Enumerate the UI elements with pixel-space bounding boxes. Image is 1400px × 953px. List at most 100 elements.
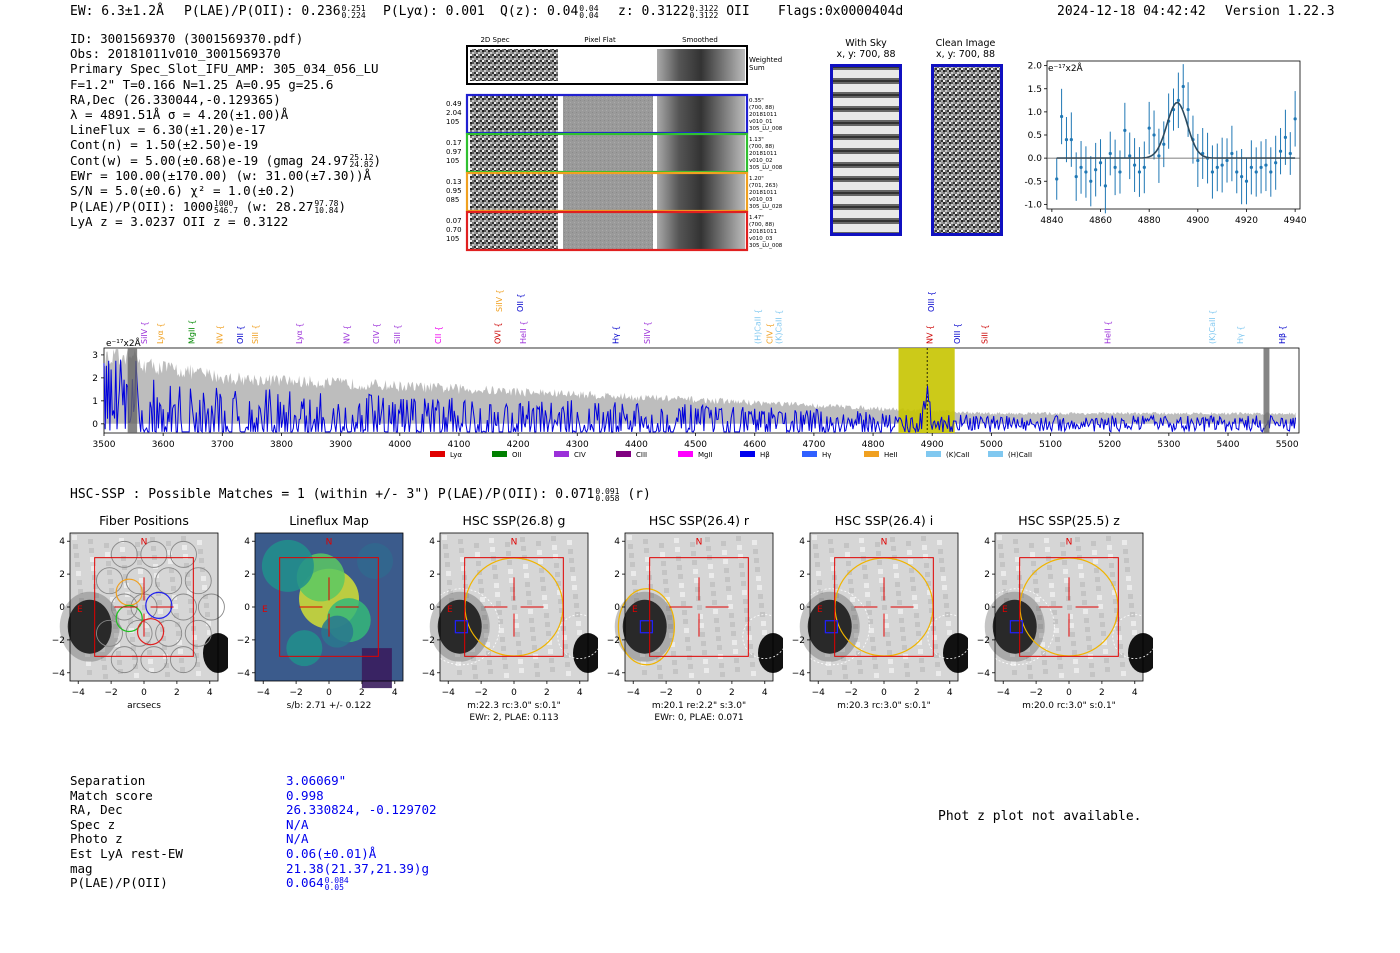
- line-marker-label: Lyα {: [295, 323, 304, 344]
- image-noise: [151, 546, 156, 551]
- image-noise: [702, 650, 707, 655]
- image-noise: [492, 565, 497, 570]
- zoom-ytick-label: 2.0: [1028, 62, 1043, 72]
- image-noise: [525, 582, 530, 587]
- image-ytick-label: −2: [977, 636, 990, 646]
- info-sn: S/N = 5.0(±0.6) χ² = 1.0(±0.2): [70, 183, 296, 199]
- image-noise: [127, 610, 132, 615]
- search-box: [464, 557, 564, 657]
- image-noise: [155, 582, 160, 587]
- image-noise: [135, 542, 140, 547]
- zoom-frame: [1046, 60, 1301, 210]
- image-noise: [904, 663, 909, 668]
- image-noise: [691, 551, 696, 556]
- image-noise: [79, 598, 84, 603]
- info-contw-lo: 24.82: [349, 160, 374, 170]
- image-noise: [1046, 556, 1051, 561]
- image-noise: [136, 551, 141, 556]
- image-noise: [192, 635, 197, 640]
- image-noise: [817, 580, 822, 585]
- header-plae-hi: 0.251: [341, 3, 366, 13]
- image-noise: [672, 660, 677, 665]
- image-noise: [842, 665, 847, 670]
- cutout-pixelflat: [563, 174, 653, 210]
- image-noise: [559, 608, 564, 613]
- image-xtick-label: 2: [359, 688, 365, 698]
- fiber-circle: [140, 540, 168, 568]
- zoom-ytick-label: 1.5: [1028, 85, 1042, 95]
- image-noise: [734, 658, 739, 663]
- zoom-point: [1098, 161, 1103, 165]
- image-noise: [751, 671, 756, 676]
- image-noise: [461, 566, 466, 571]
- line-marker-label: CIV {: [766, 323, 775, 344]
- image-noise: [885, 632, 890, 637]
- image-noise: [942, 585, 947, 590]
- image-noise: [719, 663, 724, 668]
- image-panel-title: HSC SSP(26.4) i: [834, 513, 934, 528]
- image-noise: [527, 600, 532, 605]
- zoom-xtick-label: 4840: [1040, 216, 1063, 226]
- image-panel: N E 4 2 0 −2 −4 −4 −2 0 2 4 s/b: 2.71 +/- 0.122: [237, 532, 404, 711]
- image-noise: [645, 557, 650, 562]
- image-noise: [532, 645, 537, 650]
- image-noise: [1128, 594, 1133, 599]
- header-version: Version 1.22.3: [1225, 4, 1335, 19]
- image-noise: [918, 649, 923, 654]
- image-xtick-label: −2: [844, 688, 857, 698]
- legend-swatch: [430, 451, 445, 457]
- image-panel: N E 4 2 0 −2 −4 −4 −2 0 2 4 m:22.3 rc:3.0" s:0.1" EWr…: [422, 532, 598, 723]
- image-noise: [844, 543, 849, 548]
- image-noise: [668, 624, 673, 629]
- image-xtick-label: 2: [729, 688, 735, 698]
- image-noise: [195, 662, 200, 667]
- image-noise: [115, 642, 120, 647]
- image-noise: [850, 597, 855, 602]
- image-panel-title: HSC SSP(25.5) z: [1018, 513, 1120, 528]
- image-noise: [521, 546, 526, 551]
- cutout-col-titles: 2D Spec Pixel Flat Smoothed: [480, 36, 717, 44]
- clean-image-title: Clean Image x, y: 700, 88: [928, 38, 1003, 60]
- image-noise: [1105, 667, 1110, 672]
- image-noise: [748, 644, 753, 649]
- image-noise: [699, 623, 704, 628]
- cutout-left-label: 105: [446, 157, 459, 165]
- image-caption-2: EWr: 2, PLAE: 0.113: [469, 713, 558, 723]
- image-xtick-label: −2: [104, 688, 117, 698]
- image-noise: [1104, 658, 1109, 663]
- image-noise: [473, 674, 478, 679]
- image-noise: [1033, 579, 1038, 584]
- zoom-point: [1084, 170, 1088, 174]
- image-noise: [475, 552, 480, 557]
- image-ytick-label: −4: [52, 669, 66, 679]
- header-z-lo: 0.3122: [689, 10, 719, 20]
- info-obs: Obs: 20181011v010_3001569370: [70, 46, 281, 62]
- image-noise: [1083, 609, 1088, 614]
- search-box: [1019, 557, 1119, 657]
- image-noise: [186, 581, 191, 586]
- image-ytick-label: −4: [607, 669, 621, 679]
- image-ytick-label: −4: [237, 669, 251, 679]
- image-noise: [813, 544, 818, 549]
- image-noise: [442, 535, 447, 540]
- image-noise: [1115, 617, 1120, 622]
- image-noise: [689, 673, 694, 678]
- image-noise: [674, 538, 679, 543]
- image-noise: [134, 673, 139, 678]
- zoom-xticks: 4840 4860 4880 4900 4920 4940: [1040, 209, 1307, 226]
- image-noise: [708, 564, 713, 569]
- image-noise: [1063, 569, 1068, 574]
- image-noise: [552, 545, 557, 550]
- image-noise: [909, 568, 914, 573]
- image-noise: [565, 662, 570, 667]
- image-noise: [185, 572, 190, 577]
- line-marker-label: CIV {: [372, 323, 381, 344]
- header-qz-lo: 0.04: [579, 10, 599, 20]
- zoom-point: [1094, 168, 1098, 172]
- image-noise: [905, 672, 910, 677]
- image-noise: [566, 671, 571, 676]
- cutout-row-frame: [465, 210, 749, 252]
- cutout-right-label: 1.13": [749, 137, 764, 143]
- zoom-point: [1147, 126, 1151, 130]
